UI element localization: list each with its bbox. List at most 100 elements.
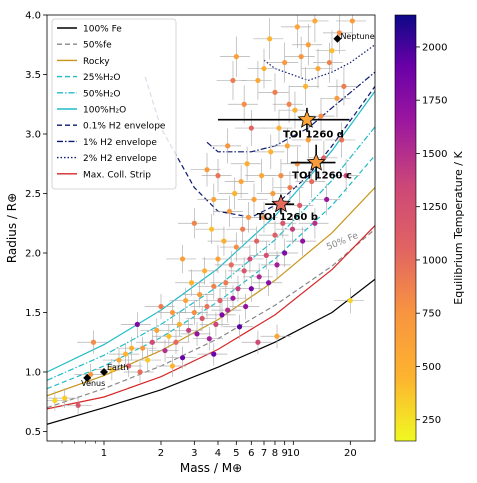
colorbar-tick-label: 1750	[422, 96, 447, 107]
data-point	[169, 363, 176, 369]
colorbar: 250 500 750 1000 1250 1500 1750 2000 Equilibriu…	[394, 14, 465, 442]
legend-entry: 50%H₂O	[83, 89, 120, 99]
curve-8	[263, 44, 375, 82]
data-point	[255, 339, 261, 345]
data-point	[278, 173, 284, 179]
data-point	[140, 345, 146, 351]
solar-planet-marker	[333, 34, 342, 43]
data-point	[259, 173, 265, 179]
data-point	[256, 274, 262, 280]
y-axis: 0.5 1.0 1.5 2.0 2.5 3.0 3.5 4.0	[25, 11, 47, 438]
data-point	[221, 238, 227, 244]
x-tick-label: 10	[287, 448, 300, 459]
legend-entry: 25%H₂O	[83, 73, 120, 83]
x-tick-label: 1	[101, 448, 107, 459]
plot-area: TOI 1260 b TOI 1260 c TOI 1260 d EarthVenu…	[46, 14, 376, 442]
data-point	[62, 395, 68, 401]
colorbar-tick-label: 1250	[422, 202, 447, 213]
data-point	[183, 297, 189, 304]
solar-planet-marker	[99, 367, 108, 376]
data-point	[272, 232, 278, 238]
data-point	[169, 309, 176, 316]
colorbar-gradient	[394, 14, 417, 442]
legend-entry: 2% H2 envelope	[83, 154, 157, 164]
colorbar-label: Equilibrium Temperature / K	[452, 151, 465, 305]
data-point	[247, 256, 253, 262]
data-point	[225, 143, 231, 149]
data-point	[204, 303, 210, 310]
plot-frame	[46, 14, 376, 442]
data-point	[217, 297, 223, 304]
data-point	[339, 137, 345, 143]
data-point	[263, 252, 269, 258]
data-point	[280, 220, 286, 226]
data-point	[326, 59, 332, 66]
y-tick-label: 2.5	[25, 189, 41, 200]
data-point	[241, 268, 247, 274]
data-point	[282, 59, 288, 66]
data-point	[248, 125, 254, 131]
colorbar-tick-label: 500	[422, 362, 441, 373]
curve-0	[47, 278, 375, 425]
data-point	[305, 42, 311, 48]
data-point	[272, 89, 278, 95]
data-point	[179, 355, 186, 361]
data-point	[228, 262, 234, 268]
data-point	[211, 283, 217, 289]
data-point	[126, 363, 132, 369]
y-tick-label: 4.0	[25, 11, 41, 22]
x-tick-label: 7	[261, 448, 267, 459]
data-point	[236, 324, 243, 330]
data-point	[349, 18, 355, 24]
data-point	[88, 371, 94, 377]
data-point	[137, 369, 143, 375]
data-point	[274, 333, 280, 339]
data-point	[211, 351, 217, 357]
data-point	[251, 196, 257, 203]
legend-entry: Rocky	[83, 57, 110, 67]
y-tick-label: 3.5	[25, 70, 41, 81]
x-tick-label: 5	[233, 448, 239, 459]
data-point	[226, 208, 233, 214]
x-tick-label: 6	[248, 448, 254, 459]
data-point	[294, 24, 300, 30]
data-point	[215, 173, 221, 179]
data-point	[194, 331, 200, 337]
data-point	[188, 280, 195, 286]
data-point	[166, 333, 172, 339]
data-point	[179, 256, 186, 262]
data-point	[254, 238, 260, 244]
y-tick-label: 0.5	[25, 427, 41, 438]
data-point	[230, 77, 236, 84]
data-point	[223, 280, 229, 286]
legend-entry: 1% H2 envelope	[83, 138, 157, 148]
legend: 100% Fe 50%fe Rocky 25%H₂O 50%H₂O 100%H₂O 0.1%…	[51, 18, 177, 190]
data-point	[211, 196, 217, 203]
data-point	[241, 101, 247, 107]
solar-planet-label: Neptune	[340, 32, 374, 41]
data-point	[287, 184, 293, 191]
y-tick-label: 1.0	[25, 367, 41, 378]
data-point	[225, 307, 231, 313]
data-point	[154, 327, 160, 333]
data-point	[244, 161, 250, 167]
data-point	[261, 65, 267, 72]
data-point	[52, 397, 58, 404]
colorbar-tick-label: 250	[422, 415, 441, 426]
data-point	[268, 149, 274, 155]
data-point	[289, 226, 296, 232]
toi-star-marker	[297, 109, 317, 128]
data-point	[233, 54, 239, 60]
legend-entry: 0.1% H2 envelope	[83, 122, 166, 132]
y-tick-label: 1.5	[25, 308, 41, 319]
data-point	[122, 351, 129, 357]
data-point	[305, 137, 311, 143]
data-point	[336, 30, 342, 36]
data-point	[173, 339, 179, 345]
toi-label: TOI 1260 b	[257, 212, 318, 223]
data-point	[255, 77, 261, 84]
data-point	[213, 321, 219, 327]
data-point	[243, 303, 249, 310]
y-axis-label: Radius / R⊕	[5, 193, 19, 263]
data-point	[90, 339, 97, 345]
